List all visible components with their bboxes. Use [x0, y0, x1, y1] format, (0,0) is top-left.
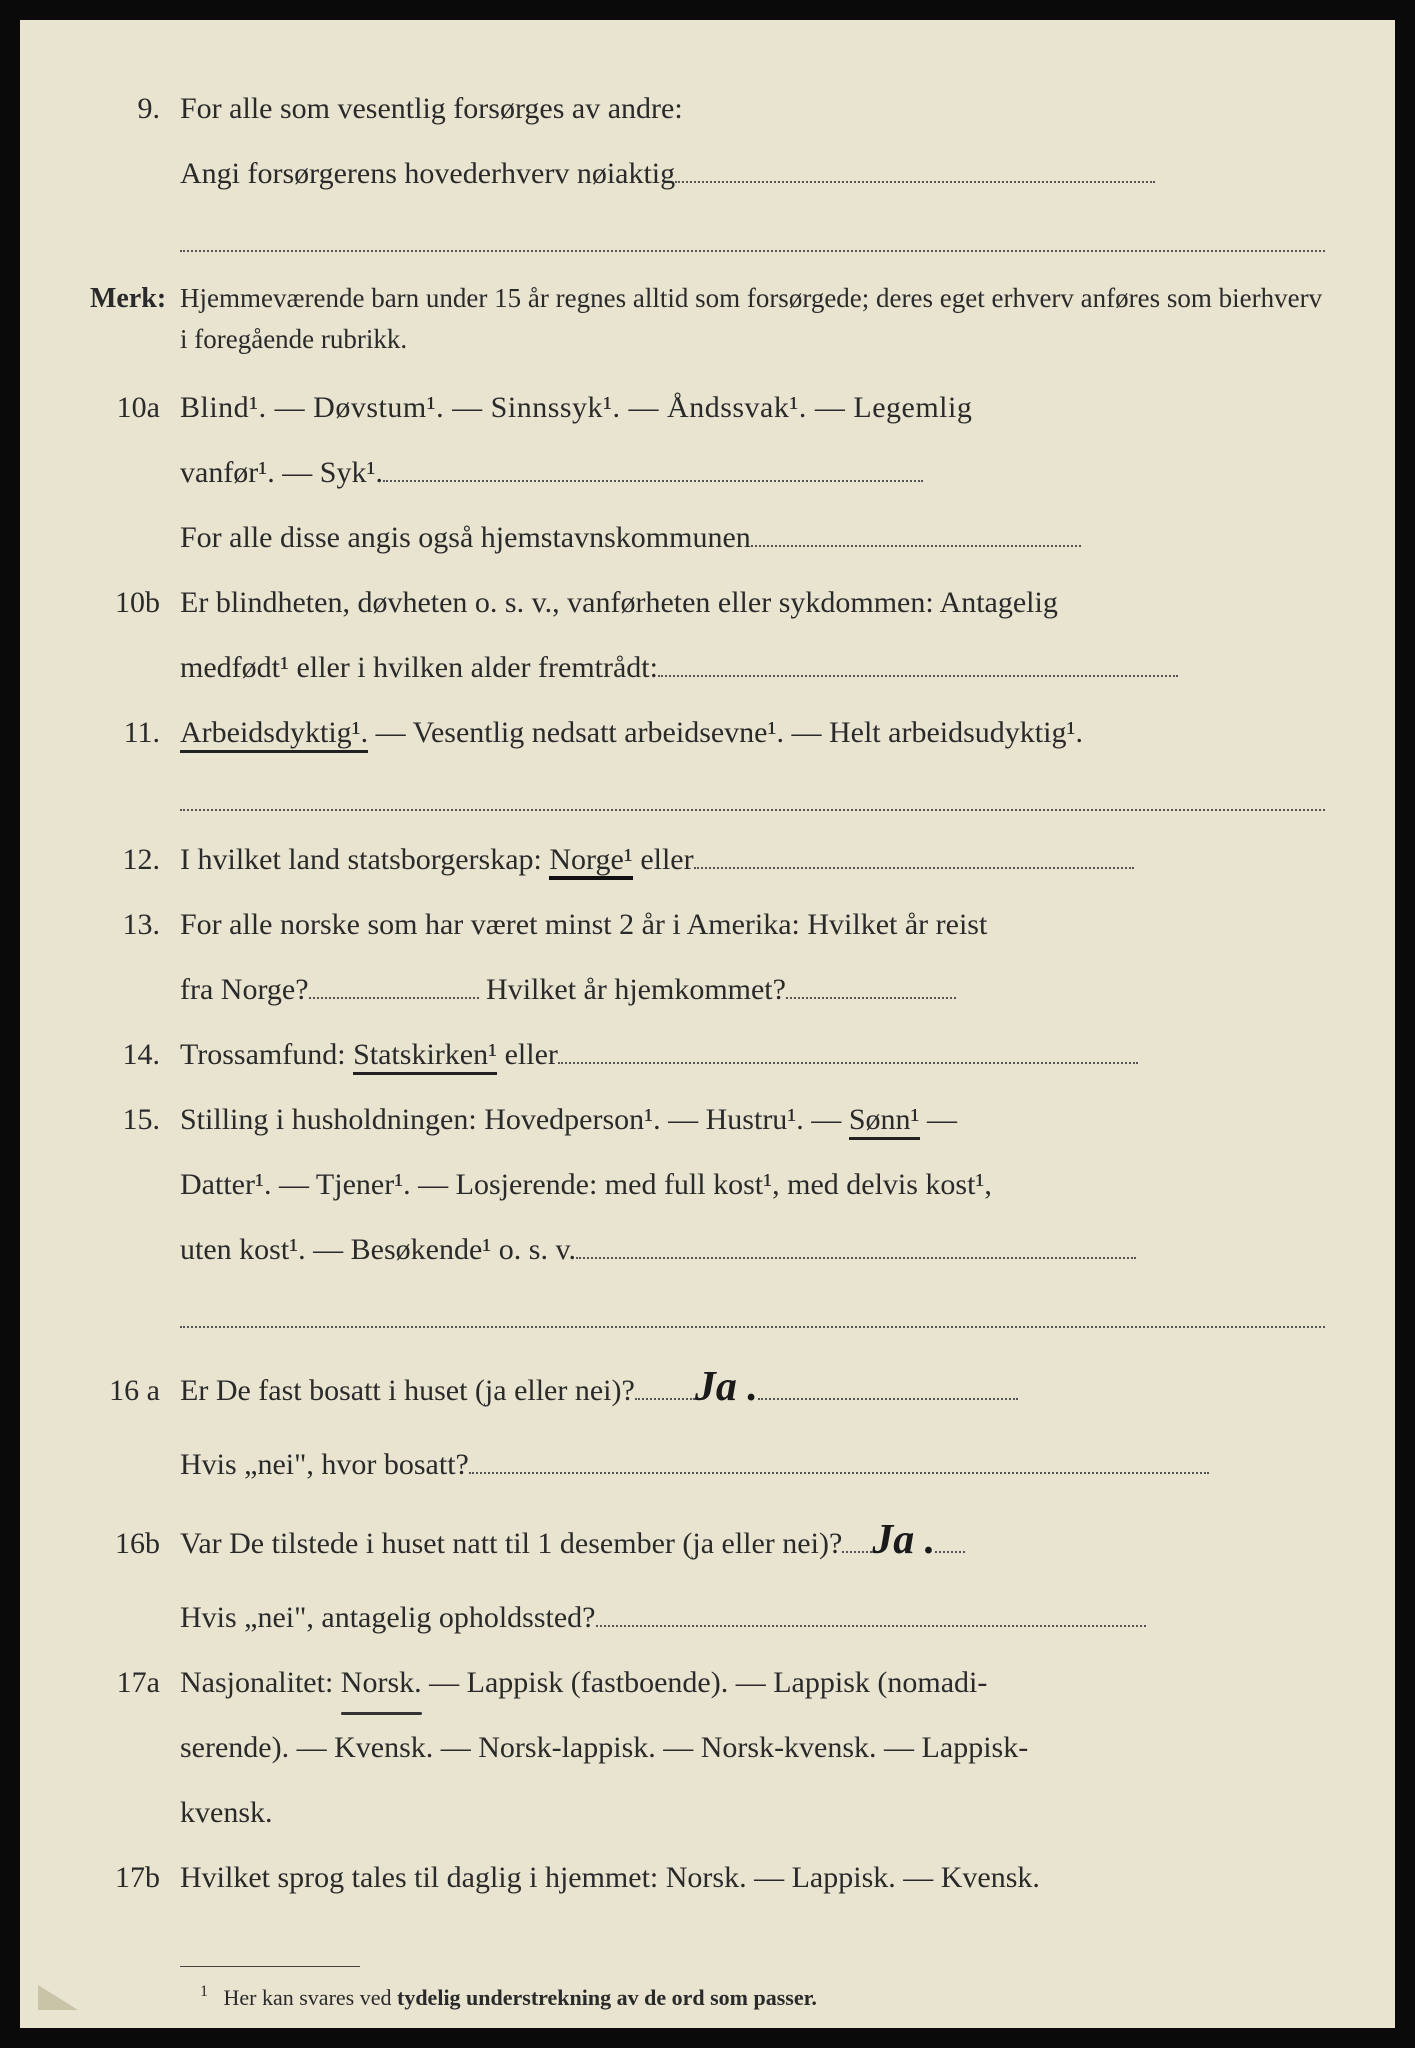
q17a-line1: Nasjonalitet: Norsk. — Lappisk (fastboen… [180, 1654, 1325, 1711]
q15-line2: Datter¹. — Tjener¹. — Losjerende: med fu… [180, 1156, 1325, 1213]
q10a-line2: vanfør¹. — Syk¹. [180, 444, 1325, 501]
q15-sonn: Sønn¹ [849, 1103, 920, 1140]
q15-line3-row: uten kost¹. — Besøkende¹ o. s. v. [90, 1221, 1325, 1278]
q16a-line1: Er De fast bosatt i huset (ja eller nei)… [180, 1348, 1325, 1428]
q9-line2: Angi forsørgerens hovederhverv nøiaktig [180, 145, 1325, 202]
q10b-number: 10b [90, 574, 180, 631]
document-page: 9. For alle som vesentlig forsørges av a… [20, 20, 1395, 2028]
q10a-line3: For alle disse angis også hjemstavnskomm… [180, 509, 1325, 566]
q13-number: 13. [90, 896, 180, 953]
q17a-line2-row: serende). — Kvensk. — Norsk-lappisk. — N… [90, 1719, 1325, 1776]
q16a-number: 16 a [90, 1362, 180, 1419]
q16b-line2-row: Hvis „nei", antagelig opholdssted? [90, 1589, 1325, 1646]
q17b-text: Hvilket sprog tales til daglig i hjemmet… [180, 1849, 1325, 1906]
question-12: 12. I hvilket land statsborgerskap: Norg… [90, 831, 1325, 888]
question-10a: 10a Blind¹. — Døvstum¹. — Sinnssyk¹. — Å… [90, 379, 1325, 436]
q9-number: 9. [90, 80, 180, 137]
q10a-line2-row: vanfør¹. — Syk¹. [90, 444, 1325, 501]
q15-blank [576, 1257, 1136, 1259]
q10b-line1: Er blindheten, døvheten o. s. v., vanfør… [180, 574, 1325, 631]
q13-blank2 [786, 997, 956, 999]
q13-blank1 [309, 997, 479, 999]
q9-blank-line [180, 210, 1325, 252]
footnote-pre: Her kan svares ved [224, 1985, 398, 2010]
q12-blank [694, 867, 1134, 869]
q12-norge: Norge¹ [549, 843, 632, 880]
footnote-bold: tydelig understrekning av de ord som pas… [397, 1985, 817, 2010]
q14-content: Trossamfund: Statskirken¹ eller [180, 1026, 1325, 1083]
q15-line2-row: Datter¹. — Tjener¹. — Losjerende: med fu… [90, 1156, 1325, 1213]
footnote-rule [180, 1966, 360, 1967]
q16a-line2-row: Hvis „nei", hvor bosatt? [90, 1436, 1325, 1493]
footnote: 1 Her kan svares ved tydelig understrekn… [200, 1977, 1325, 2019]
q11-rest: — Vesentlig nedsatt arbeidsevne¹. — Helt… [368, 716, 1083, 749]
footnote-number: 1 [200, 1983, 208, 2000]
q17a-line2: serende). — Kvensk. — Norsk-lappisk. — N… [180, 1719, 1325, 1776]
merk-note: Merk: Hjemmeværende barn under 15 år reg… [90, 272, 1325, 359]
q17a-number: 17a [90, 1654, 180, 1711]
q15-blank-line [180, 1286, 1325, 1328]
question-14: 14. Trossamfund: Statskirken¹ eller [90, 1026, 1325, 1083]
q16b-blank1 [935, 1551, 965, 1553]
q9-line1: For alle som vesentlig forsørges av andr… [180, 92, 683, 125]
q10a-blank2 [751, 545, 1081, 547]
q9-content: For alle som vesentlig forsørges av andr… [180, 80, 1325, 137]
q10a-line3-row: For alle disse angis også hjemstavnskomm… [90, 509, 1325, 566]
question-10b: 10b Er blindheten, døvheten o. s. v., va… [90, 574, 1325, 631]
page-corner-fold [38, 1985, 78, 2010]
q14-statskirken: Statskirken¹ [353, 1038, 497, 1075]
q11-arbeidsdyktig: Arbeidsdyktig¹. [180, 716, 368, 753]
q10b-blank [658, 675, 1178, 677]
q9-blank [675, 181, 1155, 183]
question-17b: 17b Hvilket sprog tales til daglig i hje… [90, 1849, 1325, 1906]
q10a-number: 10a [90, 379, 180, 436]
question-15: 15. Stilling i husholdningen: Hovedperso… [90, 1091, 1325, 1148]
merk-text: Hjemmeværende barn under 15 år regnes al… [180, 278, 1325, 359]
q16b-blank2 [596, 1625, 1146, 1627]
q9-line2-row: Angi forsørgerens hovederhverv nøiaktig [90, 145, 1325, 202]
q17a-line3: kvensk. [180, 1784, 1325, 1841]
q16b-number: 16b [90, 1515, 180, 1572]
q12-number: 12. [90, 831, 180, 888]
question-13: 13. For alle norske som har været minst … [90, 896, 1325, 953]
q13-line2: fra Norge? Hvilket år hjemkommet? [180, 961, 1325, 1018]
question-17a: 17a Nasjonalitet: Norsk. — Lappisk (fast… [90, 1654, 1325, 1711]
q16b-line2: Hvis „nei", antagelig opholdssted? [180, 1589, 1325, 1646]
question-9: 9. For alle som vesentlig forsørges av a… [90, 80, 1325, 137]
q16a-blank2 [469, 1472, 1209, 1474]
q10a-options: Blind¹. — Døvstum¹. — Sinnssyk¹. — Åndss… [180, 379, 1325, 436]
q16a-blank1 [758, 1398, 1018, 1400]
q14-blank [558, 1062, 1138, 1064]
q11-blank-line [180, 769, 1325, 811]
q12-content: I hvilket land statsborgerskap: Norge¹ e… [180, 831, 1325, 888]
q13-line2-row: fra Norge? Hvilket år hjemkommet? [90, 961, 1325, 1018]
q17b-number: 17b [90, 1849, 180, 1906]
q16b-answer: Ja . [872, 1517, 935, 1563]
q10b-line2-row: medfødt¹ eller i hvilken alder fremtrådt… [90, 639, 1325, 696]
question-11: 11. Arbeidsdyktig¹. — Vesentlig nedsatt … [90, 704, 1325, 761]
q17a-line3-row: kvensk. [90, 1784, 1325, 1841]
q14-number: 14. [90, 1026, 180, 1083]
q16b-line1: Var De tilstede i huset natt til 1 desem… [180, 1501, 1325, 1581]
q15-number: 15. [90, 1091, 180, 1148]
q15-line1: Stilling i husholdningen: Hovedperson¹. … [180, 1091, 1325, 1148]
q15-line3: uten kost¹. — Besøkende¹ o. s. v. [180, 1221, 1325, 1278]
q11-number: 11. [90, 704, 180, 761]
q17a-norsk: Norsk. [341, 1654, 422, 1711]
q16a-answer: Ja . [695, 1364, 758, 1410]
q16a-line2: Hvis „nei", hvor bosatt? [180, 1436, 1325, 1493]
question-16a: 16 a Er De fast bosatt i huset (ja eller… [90, 1348, 1325, 1428]
q10b-line2: medfødt¹ eller i hvilken alder fremtrådt… [180, 639, 1325, 696]
q10a-blank1 [383, 480, 923, 482]
q11-content: Arbeidsdyktig¹. — Vesentlig nedsatt arbe… [180, 704, 1325, 761]
q13-line1: For alle norske som har været minst 2 år… [180, 896, 1325, 953]
question-16b: 16b Var De tilstede i huset natt til 1 d… [90, 1501, 1325, 1581]
merk-label: Merk: [90, 272, 180, 325]
